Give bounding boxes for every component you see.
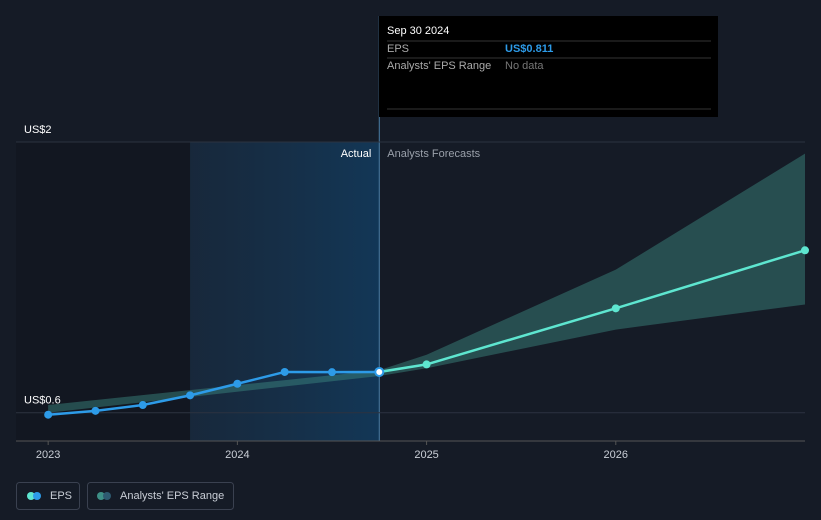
tooltip-label: Analysts' EPS Range [387, 60, 491, 72]
legend-label: EPS [50, 490, 72, 502]
forecast-line-point [801, 246, 809, 255]
eps-line-point [138, 401, 147, 410]
y-tick-label: US$2 [24, 124, 52, 136]
legend-marker [27, 492, 35, 500]
eps-line-point [327, 368, 336, 377]
legend-label: Analysts' EPS Range [120, 490, 224, 502]
tooltip-date: Sep 30 2024 [387, 25, 449, 37]
legend-item[interactable] [87, 482, 234, 510]
forecast-line-point [422, 360, 431, 369]
actual-label: Actual [341, 148, 372, 160]
forecast-line [379, 249, 806, 374]
tooltip-value: No data [505, 60, 544, 72]
tooltip-value: US$0.811 [505, 43, 553, 55]
legend-item[interactable] [16, 482, 80, 510]
forecast-label: Analysts Forecasts [387, 148, 480, 160]
eps-line-point [186, 391, 195, 400]
eps-line-point [233, 379, 242, 388]
tooltip: Sep 30 2024 EPS US$0.811 Analysts' EPS R… [379, 16, 718, 117]
legend: EPS Analysts' EPS Range [16, 482, 234, 510]
y-tick-label: US$0.6 [24, 395, 61, 407]
legend-marker [103, 492, 111, 500]
highlight-region [190, 142, 380, 441]
legend-marker [97, 492, 105, 500]
past-region [16, 142, 191, 441]
legend-marker [33, 492, 41, 500]
forecast-line-point [611, 304, 620, 313]
x-tick-label: 2023 [36, 449, 60, 461]
eps-line-point [44, 410, 53, 419]
tooltip-label: EPS [387, 43, 409, 55]
eps-line-point [91, 406, 100, 415]
eps-line [48, 370, 380, 416]
selected-point [374, 366, 385, 377]
x-tick-label: 2025 [414, 449, 438, 461]
x-tick-label: 2026 [604, 449, 628, 461]
tooltip-box [379, 16, 718, 117]
eps-line-point [280, 367, 289, 376]
x-tick-label: 2024 [225, 449, 249, 461]
